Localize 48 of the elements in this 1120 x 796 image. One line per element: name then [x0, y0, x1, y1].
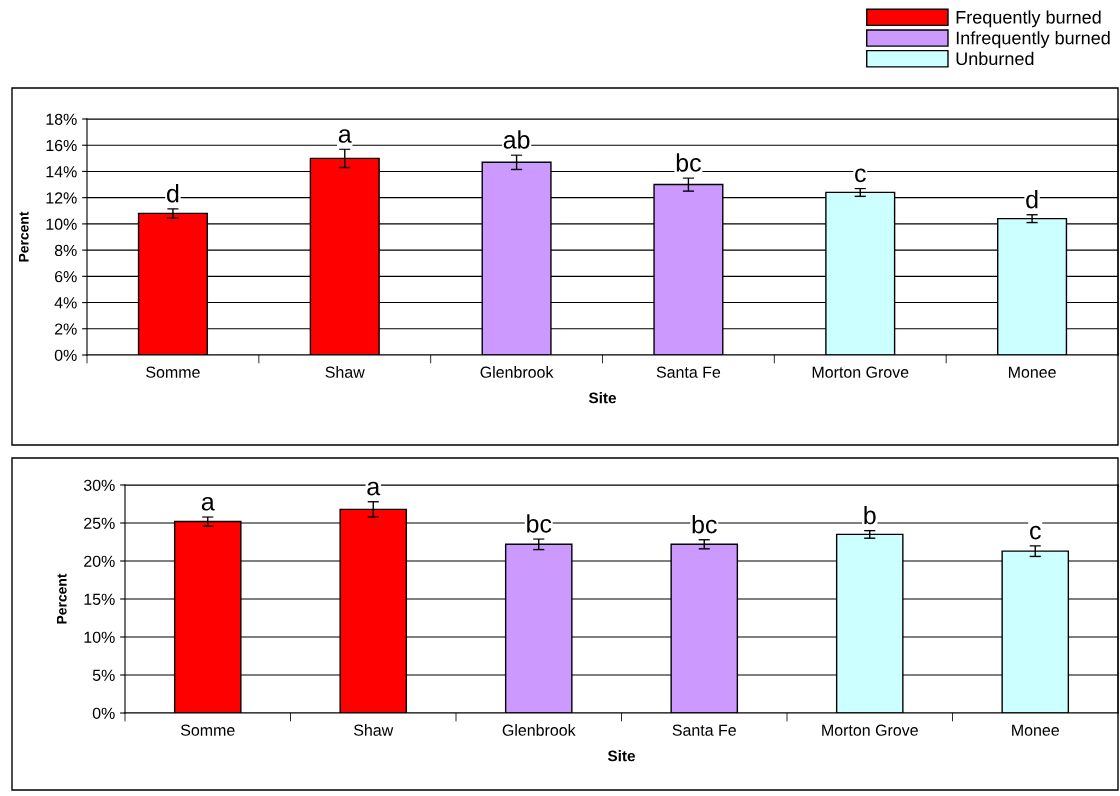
x-tick-label: Glenbrook — [502, 724, 576, 736]
annotation: bc — [527, 514, 552, 533]
x-tick-label: Monee — [1012, 724, 1059, 736]
y-tick-label: 0% — [92, 707, 115, 719]
y-tick-label: 20% — [84, 555, 115, 567]
y-tick-label: 10% — [84, 631, 115, 643]
x-tick-label: Shaw — [354, 724, 394, 736]
y-tick-label: 5% — [92, 669, 115, 681]
x-tick-label: Glenbrook — [480, 366, 554, 378]
y-axis-title: Percent — [18, 211, 29, 262]
annotation: c — [1030, 525, 1041, 540]
annotation: a — [338, 129, 352, 143]
legend-label: Unburned — [956, 51, 1034, 66]
x-tick-label: Morton Grove — [822, 724, 918, 736]
annotation: b — [864, 505, 876, 525]
annotation: bc — [692, 515, 717, 534]
legend-label: Frequently burned — [956, 10, 1101, 28]
annotation: d — [167, 184, 179, 203]
x-tick-label: Santa Fe — [672, 724, 736, 736]
x-tick-label: Shaw — [325, 366, 365, 378]
x-tick-label: Somme — [180, 724, 235, 736]
y-tick-label: 2% — [55, 323, 77, 335]
x-tick-label: Santa Fe — [656, 366, 721, 378]
x-axis-title: Site — [588, 392, 616, 404]
y-tick-label: 4% — [54, 297, 77, 309]
annotation: ab — [503, 130, 530, 149]
y-tick-label: 30% — [83, 479, 115, 491]
y-tick-label: 12% — [46, 192, 77, 204]
x-axis-title: Site — [607, 750, 635, 762]
annotation: a — [367, 481, 381, 496]
y-tick-label: 0% — [54, 349, 77, 361]
y-tick-label: 10% — [46, 218, 77, 230]
legend-label: Infrequently burned — [956, 31, 1110, 48]
x-tick-label: Somme — [146, 366, 200, 378]
x-tick-label: Monee — [1008, 366, 1056, 378]
y-tick-label: 8% — [54, 244, 77, 257]
annotation: c — [855, 168, 866, 183]
annotation: bc — [676, 153, 701, 172]
x-tick-label: Morton Grove — [812, 366, 909, 378]
y-tick-label: 25% — [84, 517, 115, 529]
y-tick-label: 16% — [46, 139, 77, 152]
y-axis-title: Percent — [56, 573, 67, 624]
y-tick-label: 18% — [46, 113, 77, 125]
y-tick-label: 6% — [55, 270, 77, 283]
y-tick-label: 14% — [46, 166, 77, 178]
annotation: a — [201, 496, 215, 511]
annotation: d — [1026, 190, 1038, 209]
y-tick-label: 15% — [84, 593, 115, 605]
